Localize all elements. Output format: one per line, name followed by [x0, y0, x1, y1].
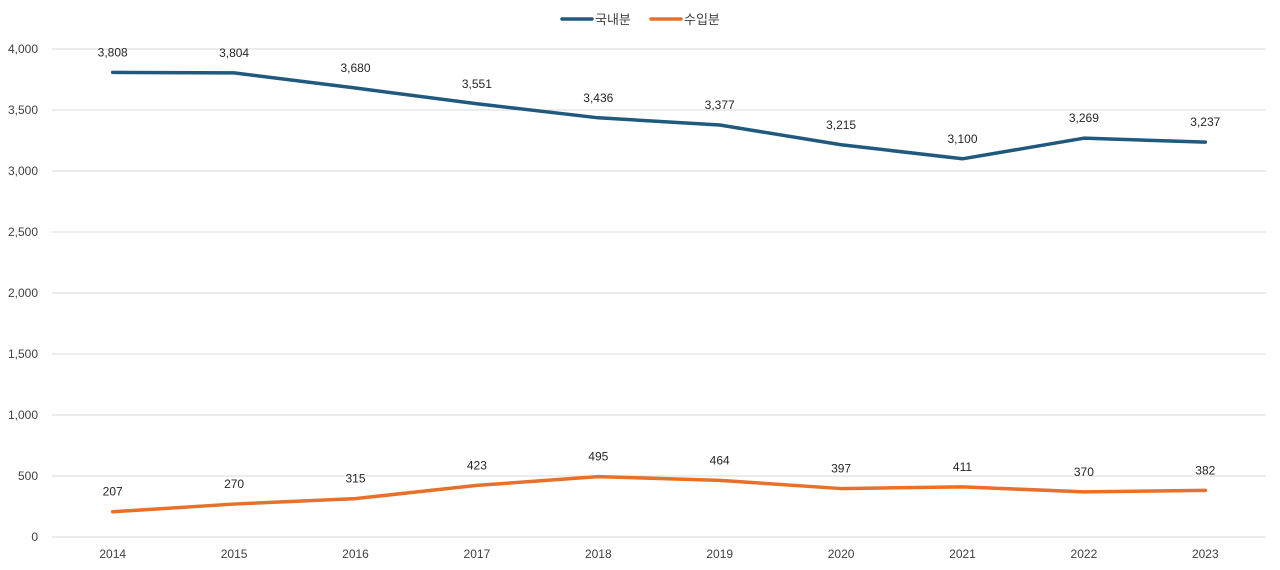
y-tick-label: 4,000	[8, 42, 38, 56]
data-label: 464	[710, 453, 730, 467]
legend-label-domestic: 국내분	[595, 13, 631, 28]
data-label: 315	[345, 472, 365, 486]
legend-label-import: 수입분	[684, 13, 720, 28]
data-labels: 3,808 3,804 3,680 3,551 3,436 3,377 3,215 3,100…	[98, 45, 1221, 498]
data-label: 3,436	[583, 91, 613, 105]
x-tick-label: 2014	[99, 547, 126, 561]
series-lines	[110, 70, 1208, 514]
data-label: 3,680	[340, 61, 370, 75]
x-tick-label: 2021	[949, 547, 976, 561]
data-label: 411	[953, 460, 972, 474]
data-label: 370	[1074, 465, 1094, 479]
x-axis: 2014 2015 2016 2017 2018 2019 2020 2021 2022 2023	[99, 547, 1219, 561]
gridlines	[52, 48, 1266, 538]
y-tick-label: 1,000	[8, 408, 38, 422]
y-axis: 0 500 1,000 1,500 2,000 2,500 3,000 3,500 4,000	[8, 42, 38, 544]
data-label: 270	[224, 477, 244, 491]
x-tick-label: 2023	[1192, 547, 1219, 561]
y-tick-label: 2,000	[8, 286, 38, 300]
y-tick-label: 3,500	[8, 103, 38, 117]
y-tick-label: 0	[31, 530, 38, 544]
data-label: 382	[1195, 463, 1215, 477]
data-label: 3,215	[826, 118, 856, 132]
data-label: 495	[588, 450, 608, 464]
x-tick-label: 2019	[706, 547, 733, 561]
y-tick-label: 3,000	[8, 164, 38, 178]
x-tick-label: 2015	[221, 547, 248, 561]
legend: 국내분 수입분	[560, 13, 720, 28]
y-tick-label: 1,500	[8, 347, 38, 361]
series-line-import	[110, 474, 1208, 514]
data-label: 3,551	[462, 77, 492, 91]
data-label: 3,100	[947, 132, 977, 146]
data-label: 3,808	[98, 45, 128, 59]
data-label: 207	[103, 485, 123, 499]
data-label: 397	[831, 462, 851, 476]
x-tick-label: 2016	[342, 547, 369, 561]
data-label: 423	[467, 458, 487, 472]
data-label: 3,237	[1190, 115, 1220, 129]
data-label: 3,269	[1069, 111, 1099, 125]
y-tick-label: 2,500	[8, 225, 38, 239]
data-label: 3,804	[219, 46, 249, 60]
x-tick-label: 2022	[1071, 547, 1098, 561]
data-label: 3,377	[705, 98, 735, 112]
y-tick-label: 500	[18, 469, 38, 483]
x-tick-label: 2020	[828, 547, 855, 561]
series-line-domestic	[110, 70, 1208, 161]
x-tick-label: 2017	[464, 547, 491, 561]
x-tick-label: 2018	[585, 547, 612, 561]
